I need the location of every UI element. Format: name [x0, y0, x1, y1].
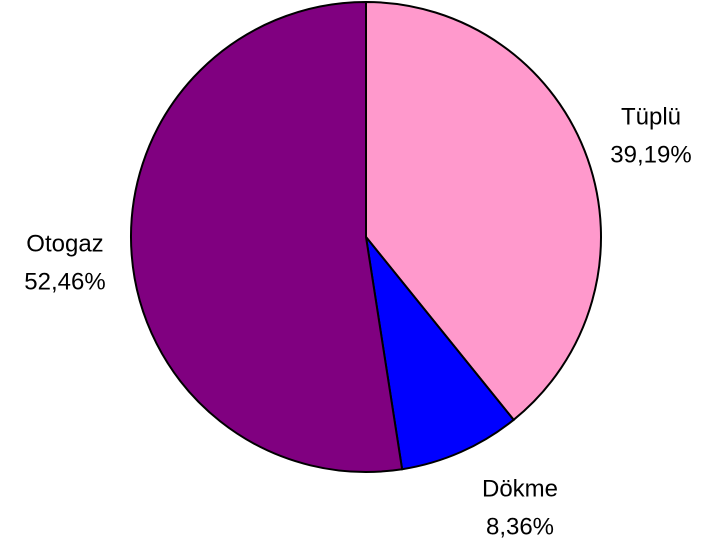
slice-value-label: 8,36%	[486, 513, 554, 540]
slice-label: Tüplü	[621, 103, 681, 130]
slice-label: Otogaz	[26, 230, 103, 257]
slice-label: Dökme	[482, 475, 558, 502]
slice-value-label: 39,19%	[610, 141, 691, 168]
pie-slice	[129, 0, 404, 473]
slice-value-label: 52,46%	[24, 268, 105, 295]
pie-slice	[364, 233, 516, 471]
pie-slice	[365, 0, 602, 422]
